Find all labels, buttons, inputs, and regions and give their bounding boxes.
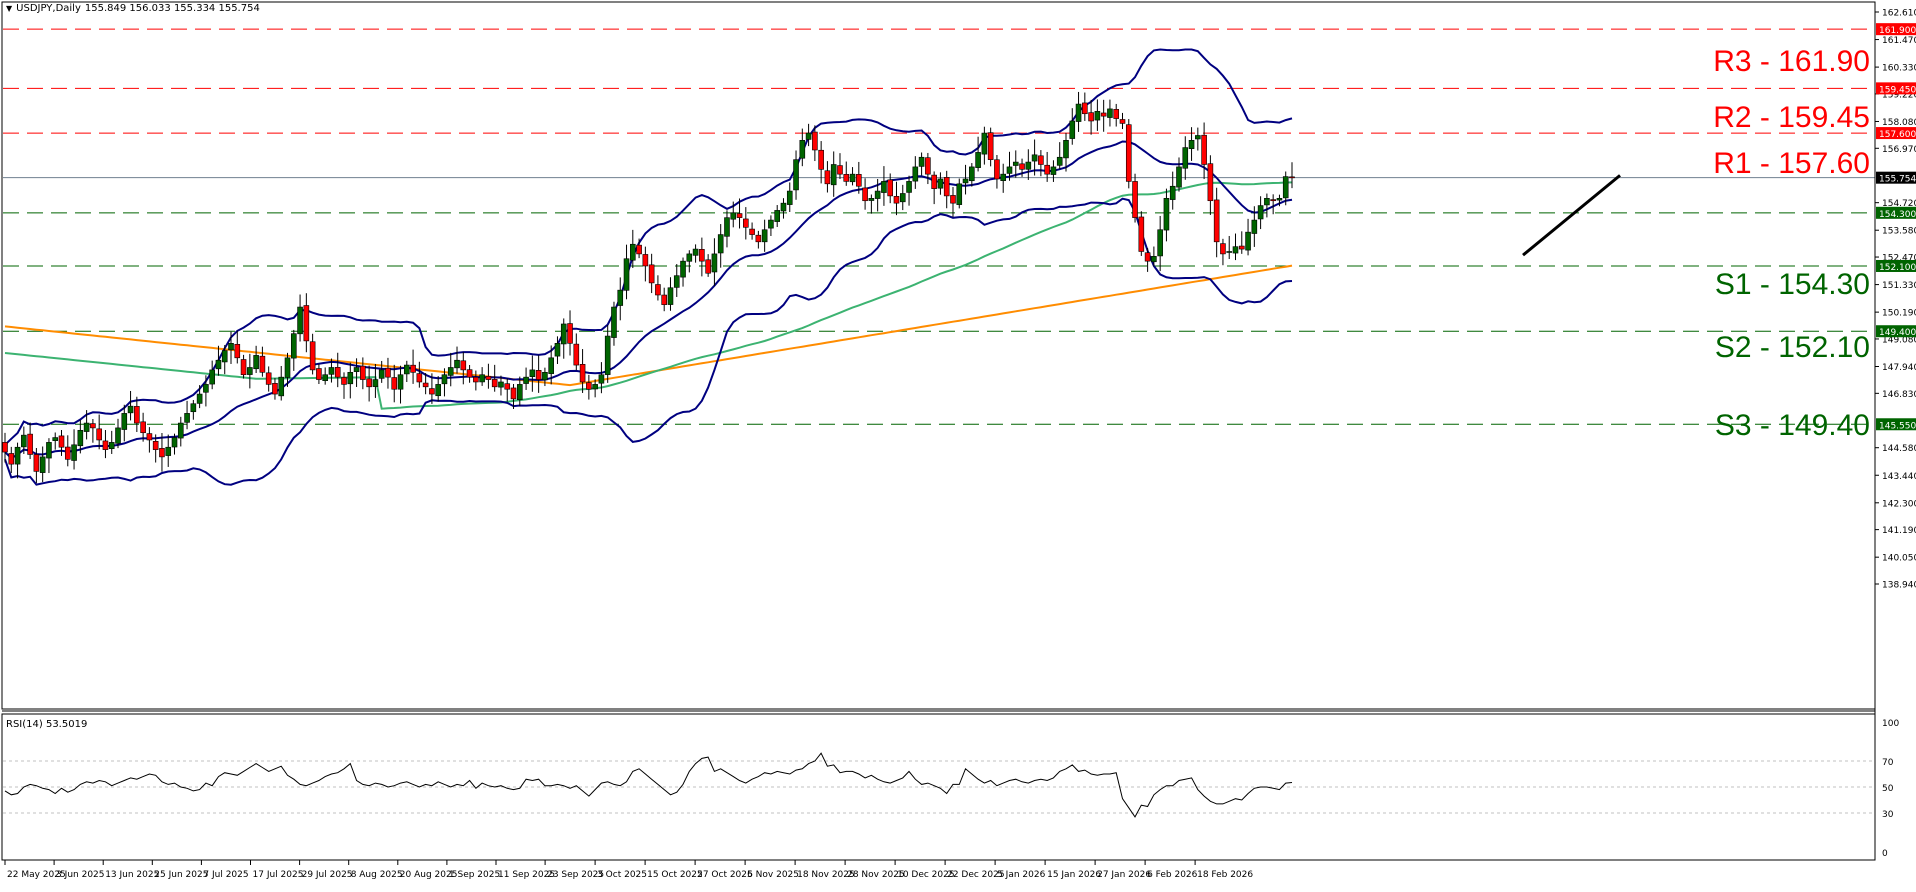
date-tick: 11 Sep 2025 [498, 870, 555, 880]
price-tick: 159.220 [1882, 90, 1916, 100]
s2-label: S2 - 152.10 [1714, 331, 1870, 364]
date-tick: 10 Dec 2025 [897, 870, 955, 880]
date-tick: 25 Jun 2025 [154, 870, 208, 880]
chart-header: ▼ USDJPY,Daily 155.849 156.033 155.334 1… [6, 3, 260, 14]
ohlc-values: 155.849 156.033 155.334 155.754 [84, 3, 260, 14]
price-tick: 160.330 [1882, 64, 1916, 74]
sr-levels [3, 28, 1875, 425]
price-tag-S2 [1876, 259, 1916, 272]
price-tick: 142.300 [1882, 499, 1916, 509]
price-axis[interactable]: 162.610 161.470 160.330 159.220 158.080 156.9… [1874, 2, 1916, 860]
r3-label: R3 - 161.90 [1713, 45, 1870, 78]
rsi-tick: 0 [1882, 849, 1888, 859]
price-tick: 154.720 [1882, 199, 1916, 209]
date-tick: 29 Jul 2025 [302, 870, 353, 880]
date-tick: 22 Dec 2025 [947, 870, 1005, 880]
s3-label: S3 - 149.40 [1714, 409, 1870, 442]
rsi-header: RSI(14) 53.5019 [6, 719, 88, 730]
price-tag-S1 [1876, 206, 1916, 219]
date-tick: 27 Oct 2025 [697, 870, 753, 880]
indicator-lines [4, 48, 1293, 486]
ma-orange-line [4, 264, 1293, 387]
rsi-tick: 50 [1882, 784, 1894, 794]
bollinger-lower [4, 197, 1293, 486]
date-tick: 20 Aug 2025 [400, 870, 458, 880]
date-tick: 1 Sep 2025 [449, 870, 500, 880]
date-tick: 3 Oct 2025 [597, 870, 647, 880]
price-tag-R2 [1876, 82, 1916, 95]
price-tick: 151.330 [1882, 281, 1916, 291]
date-tick: 27 Jan 2026 [1097, 870, 1151, 880]
price-tick: 153.580 [1882, 227, 1916, 237]
date-tick: 8 Aug 2025 [351, 870, 403, 880]
rsi-tick: 100 [1882, 719, 1899, 729]
date-tick: 5 Jan 2026 [997, 870, 1045, 880]
svg-text:155.754: 155.754 [1879, 175, 1916, 185]
price-tick: 146.830 [1882, 390, 1916, 400]
bollinger-middle [4, 140, 1293, 460]
svg-text:159.450: 159.450 [1879, 85, 1916, 95]
price-tick: 144.580 [1882, 444, 1916, 454]
date-tick: 3 Jun 2025 [56, 870, 104, 880]
symbol-label: USDJPY,Daily [16, 3, 81, 14]
price-tick: 162.610 [1882, 9, 1916, 19]
ascending-trendline[interactable] [1522, 174, 1621, 257]
date-tick: 7 Jul 2025 [203, 870, 248, 880]
date-tick: 6 Nov 2025 [747, 870, 799, 880]
date-tick: 15 Oct 2025 [647, 870, 703, 880]
price-tag-S4 [1876, 418, 1916, 431]
date-tick: 23 Sep 2025 [547, 870, 604, 880]
price-tick: 161.470 [1882, 36, 1916, 46]
svg-text:154.300: 154.300 [1879, 210, 1916, 220]
svg-text:149.400: 149.400 [1879, 328, 1916, 338]
svg-text:161.900: 161.900 [1879, 26, 1916, 36]
price-tick: 143.440 [1882, 472, 1916, 482]
svg-text:157.600: 157.600 [1879, 130, 1916, 140]
r1-label: R1 - 157.60 [1713, 147, 1870, 180]
price-tick: 140.050 [1882, 554, 1916, 564]
price-tag-S3 [1876, 325, 1916, 338]
date-tick: 28 Nov 2025 [847, 870, 905, 880]
price-tick: 158.080 [1882, 118, 1916, 128]
price-tick: 150.190 [1882, 309, 1916, 319]
price-tag-R1 [1876, 127, 1916, 140]
s1-label: S1 - 154.30 [1714, 268, 1870, 301]
price-tick: 147.940 [1882, 363, 1916, 373]
date-tick: 18 Nov 2025 [797, 870, 855, 880]
price-tick: 149.080 [1882, 335, 1916, 345]
price-tick: 138.940 [1882, 581, 1916, 591]
price-tick: 141.190 [1882, 526, 1916, 536]
rsi-indicator: 100 70 50 30 0 [3, 719, 1899, 859]
svg-text:145.550: 145.550 [1879, 421, 1916, 431]
svg-text:152.100: 152.100 [1879, 263, 1916, 273]
rsi-line [4, 752, 1293, 818]
price-tick: 156.970 [1882, 145, 1916, 155]
current-price-tag [1876, 171, 1916, 184]
r2-label: R2 - 159.45 [1713, 101, 1870, 134]
date-tick: 15 Jan 2026 [1047, 870, 1101, 880]
date-tick: 6 Feb 2026 [1147, 870, 1198, 880]
date-tick: 18 Feb 2026 [1197, 870, 1253, 880]
date-tick: 17 Jul 2025 [253, 870, 304, 880]
date-tick: 13 Jun 2025 [105, 870, 159, 880]
triangle-down-icon[interactable]: ▼ [6, 4, 13, 13]
price-tag-R3 [1876, 23, 1916, 36]
rsi-tick: 70 [1882, 758, 1894, 768]
candlesticks [2, 91, 1295, 484]
rsi-tick: 30 [1882, 810, 1894, 820]
bollinger-upper [4, 48, 1293, 446]
date-tick: 22 May 2025 [7, 870, 66, 880]
price-tick: 152.470 [1882, 254, 1916, 264]
trendline[interactable] [1522, 174, 1621, 257]
ma-green-line [4, 181, 1293, 410]
